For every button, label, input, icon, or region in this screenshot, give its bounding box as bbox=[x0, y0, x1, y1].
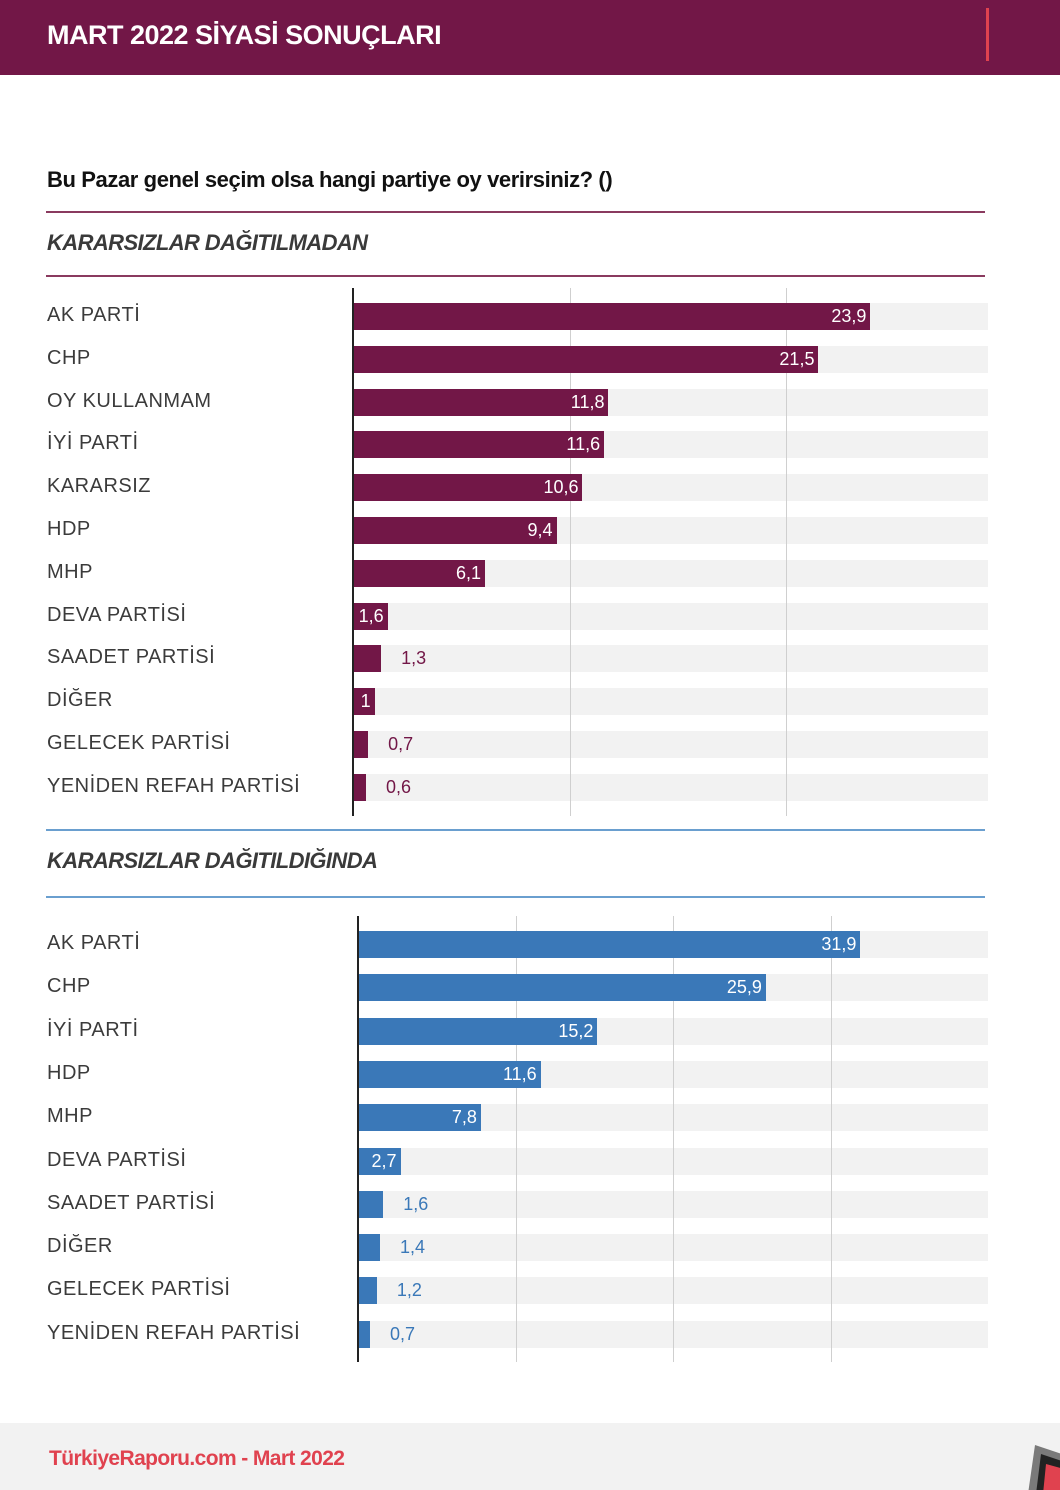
bar bbox=[353, 688, 375, 716]
data-label: 1,6 bbox=[403, 1193, 429, 1214]
data-label: 1,2 bbox=[396, 1280, 422, 1301]
category-label: SAADET PARTİSİ bbox=[47, 646, 216, 669]
data-label: 6,1 bbox=[456, 562, 482, 583]
data-label: 15,2 bbox=[558, 1020, 594, 1041]
category-label: YENİDEN REFAH PARTİSİ bbox=[47, 774, 301, 797]
data-label: 25,9 bbox=[726, 977, 762, 998]
bar bbox=[358, 1017, 598, 1045]
bar bbox=[353, 431, 605, 459]
page-title: MART 2022 SİYASİ SONUÇLARI bbox=[47, 20, 442, 50]
category-label: DİĞER bbox=[47, 1235, 113, 1258]
y-axis-line bbox=[352, 288, 354, 816]
bar bbox=[358, 1190, 384, 1218]
category-label: AK PARTİ bbox=[47, 304, 141, 326]
data-label: 1,6 bbox=[358, 605, 384, 626]
category-label: DEVA PARTİSİ bbox=[47, 1148, 187, 1171]
category-label: DEVA PARTİSİ bbox=[47, 603, 187, 626]
bar bbox=[353, 345, 819, 373]
divider bbox=[46, 211, 985, 213]
data-label: 11,6 bbox=[502, 1063, 537, 1084]
category-label: CHP bbox=[47, 975, 91, 998]
gridline bbox=[515, 916, 517, 1362]
data-label: 21,5 bbox=[779, 348, 815, 369]
gridline bbox=[569, 288, 571, 816]
bar bbox=[358, 1234, 381, 1262]
bar bbox=[353, 474, 583, 502]
bar bbox=[353, 303, 871, 330]
bar bbox=[353, 731, 369, 758]
bar bbox=[358, 1320, 370, 1348]
category-label: HDP bbox=[47, 1061, 91, 1084]
gridline bbox=[830, 916, 832, 1362]
category-label: HDP bbox=[47, 518, 91, 540]
data-label: 11,8 bbox=[570, 391, 605, 412]
bar bbox=[353, 559, 486, 587]
category-label: AK PARTİ bbox=[47, 932, 141, 954]
data-label: 1,4 bbox=[400, 1237, 426, 1258]
bar-track bbox=[353, 773, 988, 801]
data-label: 0,6 bbox=[385, 776, 412, 797]
category-label: MHP bbox=[47, 1105, 93, 1128]
bar bbox=[353, 388, 609, 416]
bar bbox=[353, 773, 366, 801]
category-label: SAADET PARTİSİ bbox=[47, 1191, 216, 1214]
bar bbox=[353, 645, 382, 673]
header-accent-bar bbox=[986, 8, 989, 61]
bar bbox=[358, 1277, 377, 1305]
category-label: CHP bbox=[47, 346, 91, 369]
bar-track bbox=[353, 688, 988, 716]
category-label: GELECEK PARTİSİ bbox=[47, 732, 231, 754]
gridline bbox=[786, 288, 787, 816]
data-label: 31,9 bbox=[821, 934, 857, 954]
category-label: KARARSIZ bbox=[47, 475, 152, 498]
footer-source: TürkiyeRaporu.com - Mart 2022 bbox=[49, 1447, 345, 1470]
category-label: DİĞER bbox=[47, 689, 113, 712]
bar-track bbox=[353, 731, 988, 758]
divider bbox=[46, 275, 985, 277]
category-label: GELECEK PARTİSİ bbox=[47, 1278, 231, 1301]
gridline bbox=[673, 916, 674, 1362]
bar bbox=[358, 1147, 401, 1175]
divider bbox=[46, 829, 985, 831]
page-footer: TürkiyeRaporu.com - Mart 2022 bbox=[0, 1423, 1060, 1490]
section-title-distributed: KARARSIZLAR DAĞITILDIĞINDA bbox=[47, 848, 378, 873]
category-label: İYİ PARTİ bbox=[47, 1018, 139, 1041]
bar bbox=[353, 602, 388, 630]
category-label: YENİDEN REFAH PARTİSİ bbox=[47, 1321, 301, 1344]
bar-track bbox=[353, 645, 988, 673]
data-label: 10,6 bbox=[543, 477, 579, 498]
category-label: MHP bbox=[47, 560, 93, 583]
data-label: 1,3 bbox=[401, 648, 427, 669]
survey-question: Bu Pazar genel seçim olsa hangi partiye … bbox=[47, 167, 613, 192]
divider bbox=[46, 896, 985, 898]
brand-logo-icon bbox=[1008, 1434, 1060, 1490]
y-axis-line bbox=[357, 916, 359, 1362]
page-header: MART 2022 SİYASİ SONUÇLARI bbox=[0, 0, 1060, 75]
bar bbox=[358, 931, 861, 958]
bar bbox=[358, 1060, 541, 1088]
bar bbox=[358, 974, 766, 1002]
category-label: İYİ PARTİ bbox=[47, 432, 139, 455]
bar-track bbox=[353, 602, 988, 630]
data-label: 0,7 bbox=[388, 734, 414, 754]
bar bbox=[353, 517, 557, 544]
category-label: OY KULLANMAM bbox=[47, 389, 212, 412]
data-label: 0,7 bbox=[390, 1323, 416, 1344]
data-label: 7,8 bbox=[451, 1107, 477, 1128]
data-label: 11,6 bbox=[566, 434, 601, 455]
data-label: 9,4 bbox=[527, 520, 553, 540]
bar bbox=[358, 1104, 481, 1132]
data-label: 1 bbox=[360, 691, 371, 712]
section-title-undistributed: KARARSIZLAR DAĞITILMADAN bbox=[47, 230, 368, 255]
data-label: 2,7 bbox=[371, 1150, 397, 1171]
data-label: 23,9 bbox=[831, 306, 867, 326]
